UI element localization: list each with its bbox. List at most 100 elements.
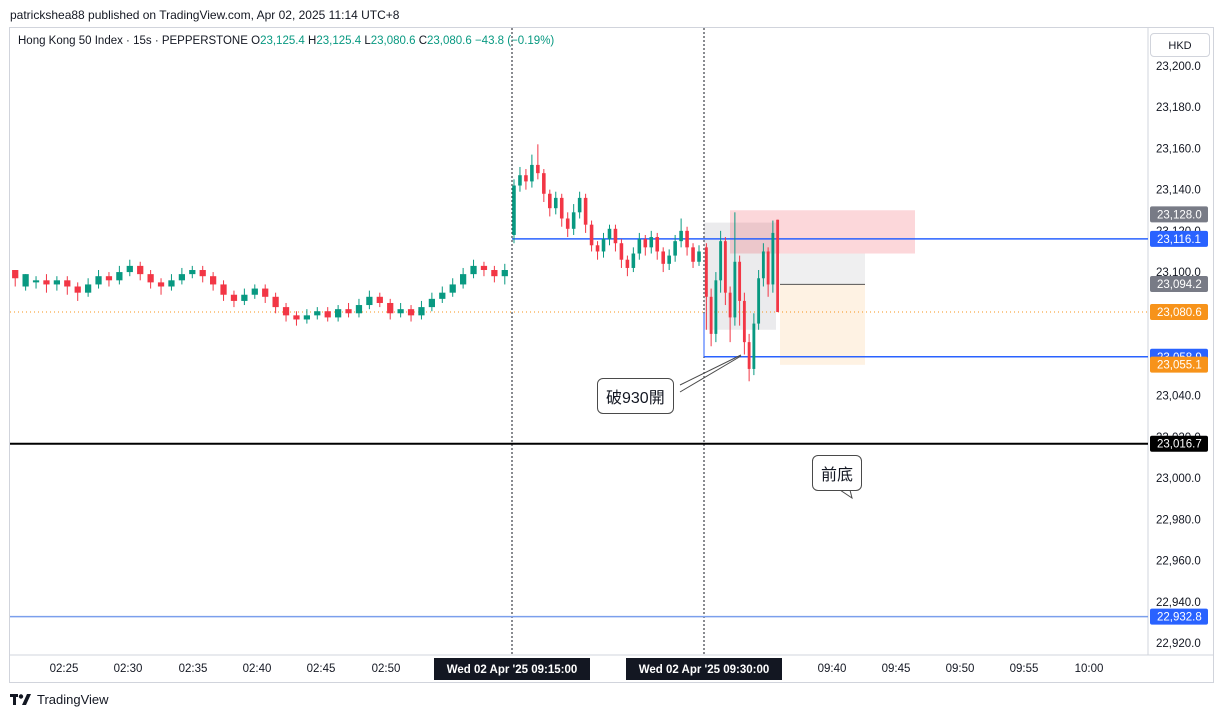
candle-body <box>22 274 29 287</box>
crosshair-time-badge <box>626 658 782 680</box>
candle-body <box>571 212 576 229</box>
price-badge <box>1150 435 1208 452</box>
candle-body <box>757 278 761 324</box>
candle-body <box>95 276 102 285</box>
candle-body <box>619 243 624 260</box>
symbol-legend: Hong Kong 50 Index · 15s · PEPPERSTONE O… <box>18 35 554 47</box>
callout-break-930-open[interactable]: 破930開 <box>597 378 674 414</box>
candle-body <box>524 175 528 182</box>
crosshair-time-label: Wed 02 Apr '25 09:15:00 <box>447 664 578 676</box>
candle-body <box>449 284 456 293</box>
candle-body <box>251 288 258 295</box>
candle-body <box>771 232 775 285</box>
callout-previous-low[interactable]: 前底 <box>812 455 863 491</box>
candle-body <box>512 185 516 235</box>
legend-open: 23,125.4 <box>260 35 305 47</box>
y-tick-label: 22,960.0 <box>1156 556 1201 568</box>
x-tick-label: 09:40 <box>818 663 847 675</box>
candle-body <box>116 272 123 281</box>
candle-body <box>199 270 206 277</box>
candle-body <box>178 274 185 281</box>
chart-frame <box>9 27 1214 683</box>
candle-body <box>631 253 636 268</box>
y-tick-label: 23,140.0 <box>1156 185 1201 197</box>
currency-button[interactable]: HKD <box>1150 33 1210 57</box>
candle-body <box>126 265 133 273</box>
candle-body <box>776 219 780 313</box>
candle-body <box>565 218 570 229</box>
legend-low-label: L <box>364 35 371 47</box>
price-badge-label: 22,932.8 <box>1157 612 1202 624</box>
candle-body <box>733 261 737 318</box>
candle-body <box>168 280 175 287</box>
candle-body <box>697 251 701 262</box>
candle-body <box>530 164 534 182</box>
candle-body <box>137 265 144 275</box>
y-tick-label: 23,180.0 <box>1156 102 1201 114</box>
candle-body <box>345 309 352 314</box>
candle-body <box>548 193 552 209</box>
y-tick-label: 22,980.0 <box>1156 514 1201 526</box>
candle-body <box>157 282 165 287</box>
legend-close-label: C <box>418 35 427 47</box>
price-badge-label: 23,128.0 <box>1157 209 1202 221</box>
candle-body <box>366 296 373 306</box>
candle-body <box>293 315 300 320</box>
x-tick-label: 02:50 <box>372 663 401 675</box>
crosshair-time-label: Wed 02 Apr '25 09:30:00 <box>639 664 770 676</box>
candle-body <box>643 239 648 248</box>
legend-low: 23,080.6 <box>370 35 416 47</box>
legend-close: 23,080.6 <box>427 35 472 47</box>
candle-body <box>601 239 606 252</box>
candle-body <box>667 255 671 264</box>
candle-body <box>32 280 40 283</box>
candle-body <box>470 265 477 275</box>
candle-body <box>607 228 612 240</box>
candle-body <box>387 302 394 314</box>
y-tick-label: 23,040.0 <box>1156 391 1201 403</box>
candle-body <box>613 228 618 244</box>
y-tick-label: 22,920.0 <box>1156 638 1201 650</box>
candle-body <box>501 270 508 277</box>
candle-body <box>210 276 217 285</box>
tradingview-brand: TradingView <box>37 692 109 707</box>
candle-body <box>553 197 558 209</box>
legend-change: −43.8 (−0.19%) <box>474 35 555 47</box>
tradingview-logo-icon <box>10 693 31 705</box>
candle-body <box>679 230 683 242</box>
candle-body <box>738 261 742 301</box>
candle-body <box>661 251 665 264</box>
y-tick-label: 23,160.0 <box>1156 143 1201 155</box>
candle-body <box>559 197 564 219</box>
candle-body <box>460 274 467 285</box>
candle-body <box>282 307 290 316</box>
candle-body <box>314 311 321 316</box>
candle-body <box>53 280 60 285</box>
candle-body <box>583 197 588 225</box>
candle-body <box>673 241 677 256</box>
candle-body <box>766 251 770 285</box>
candle-body <box>335 309 342 318</box>
candle-body <box>418 307 425 316</box>
candle-body <box>230 294 238 301</box>
x-tick-label: 02:40 <box>243 663 272 675</box>
candle-body <box>752 323 756 369</box>
price-badge <box>1150 608 1208 625</box>
x-tick-label: 02:45 <box>307 663 336 675</box>
candle-body <box>105 276 113 281</box>
candle-body <box>577 197 582 213</box>
price-badge <box>1150 304 1208 321</box>
candle-body <box>241 294 248 301</box>
price-badge-label: 23,116.1 <box>1157 234 1201 246</box>
candle-body <box>439 292 446 299</box>
candle-body <box>589 224 594 246</box>
candle-body <box>709 296 713 334</box>
legend-symbol: Hong Kong 50 Index · 15s · PEPPERSTONE <box>18 35 248 47</box>
candle-body <box>85 284 92 293</box>
candle-body <box>649 237 654 248</box>
legend-open-label: O <box>251 35 261 47</box>
price-badge-label: 23,016.7 <box>1157 439 1202 451</box>
x-tick-label: 09:50 <box>946 663 975 675</box>
x-tick-label: 02:30 <box>114 663 143 675</box>
